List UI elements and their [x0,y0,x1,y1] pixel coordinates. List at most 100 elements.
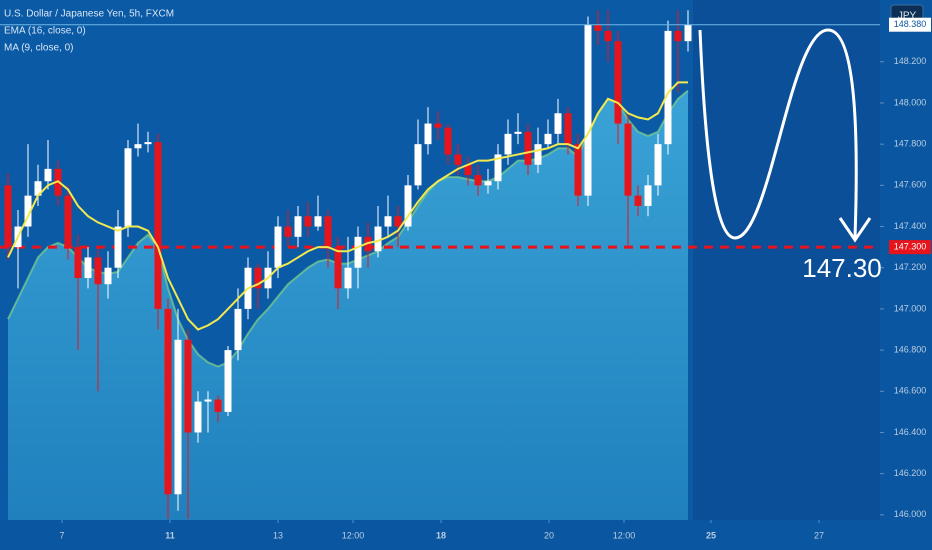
candle-body [334,247,342,289]
candle-body [404,185,412,227]
candle-body [304,216,312,227]
x-tick-label: 27 [814,530,824,540]
y-tick-label: 147.800 [894,139,927,149]
candle-body [224,350,232,412]
candle-body [524,131,532,165]
candle-body [94,257,102,285]
x-tick-label: 20 [544,530,554,540]
candle-body [154,142,162,309]
candle-body [614,41,622,124]
candle-body [344,267,352,289]
projection-curve [698,28,858,240]
legend-ma: MA (9, close, 0) [4,43,73,54]
future-region [693,0,880,520]
candle-body [414,144,422,186]
y-tick-label: 146.400 [894,427,927,437]
price-axis [880,0,932,550]
x-tick-label: 11 [165,530,175,540]
y-tick-label: 148.200 [894,56,927,66]
x-tick-label: 7 [59,530,64,540]
y-tick-label: 148.000 [894,97,927,107]
candle-body [104,267,112,285]
candle-body [254,267,262,289]
candle-body [204,399,212,402]
candle-body [504,133,512,155]
candle-body [114,226,122,268]
candle-body [284,226,292,237]
candle-body [34,181,42,196]
candle-body [184,339,192,433]
candle-body [44,168,52,182]
plot-layer [0,10,880,520]
candle-body [164,308,172,495]
projection-arrowhead [838,217,872,243]
candle-body [664,30,672,145]
y-tick-label: 147.200 [894,262,927,272]
candle-body [74,247,82,279]
target-annotation: 147.30 [802,253,882,283]
candle-body [644,185,652,206]
candle-body [4,185,12,248]
candle-body [464,164,472,176]
time-axis [0,520,880,550]
candle-body [314,216,322,227]
y-tick-label: 146.200 [894,468,927,478]
candle-body [124,148,132,227]
last-price-tag [889,17,931,32]
candle-body [454,154,462,165]
y-tick-label: 147.000 [894,303,927,313]
candle-body [214,399,222,412]
candle-body [674,30,682,42]
candle-body [394,216,402,227]
candle-body [554,113,562,134]
candle-body [534,144,542,165]
currency-label[interactable]: JPY [898,11,917,22]
candle-body [494,154,502,182]
last-price-label: 148.380 [894,19,927,29]
candle-body [474,175,482,186]
x-tick-label: 18 [436,530,446,540]
candle-body [434,123,442,128]
target-tag [889,240,931,255]
candle-body [144,142,152,145]
candle-body [194,401,202,433]
x-tick-label: 25 [706,530,716,540]
candle-body [134,144,142,149]
legend-ema: EMA (16, close, 0) [4,26,86,37]
candle-body [294,216,302,237]
candle-body [604,30,612,42]
candle-body [84,257,92,279]
candle-body [274,226,282,268]
chart-title: U.S. Dollar / Japanese Yen, 5h, FXCM [4,9,174,20]
y-tick-label: 146.800 [894,344,927,354]
candle-body [574,144,582,196]
y-tick-label: 147.400 [894,221,927,231]
candle-body [684,24,692,42]
candle-body [234,308,242,351]
candle-body [594,24,602,31]
y-tick-label: 147.600 [894,180,927,190]
candle-body [634,195,642,206]
x-tick-label: 12:00 [613,530,636,540]
candle-body [444,127,452,155]
candle-body [484,181,492,186]
candle-body [514,131,522,134]
candle-body [374,226,382,252]
candle-body [544,133,552,145]
candle-body [384,216,392,227]
candle-body [624,123,632,196]
candle-body [564,113,572,145]
candle-body [354,236,362,268]
candle-body [24,195,32,227]
candle-body [324,216,332,248]
y-tick-label: 146.000 [894,509,927,519]
x-tick-label: 13 [273,530,283,540]
candle-body [174,339,182,495]
ma-line [7,81,688,331]
x-tick-label: 12:00 [342,530,365,540]
candle-body [654,144,662,186]
target-tag-label: 147.300 [894,242,927,252]
candle-body [64,195,72,248]
y-tick-label: 146.600 [894,386,927,396]
